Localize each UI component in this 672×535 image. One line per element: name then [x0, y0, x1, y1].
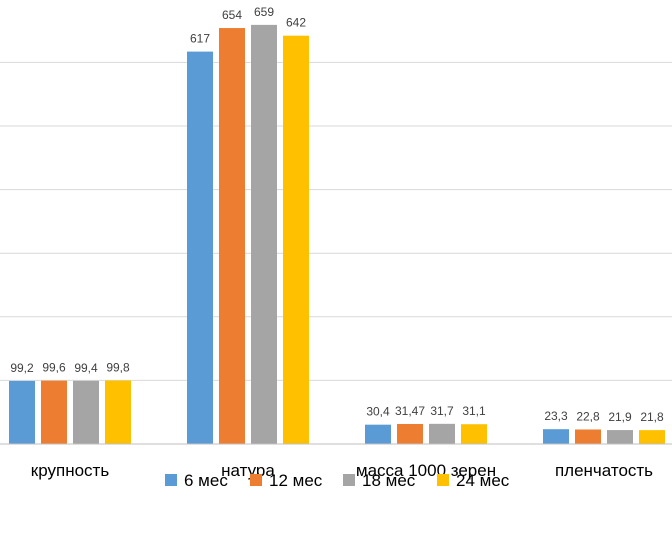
bar — [639, 430, 665, 444]
legend-swatch — [250, 474, 262, 486]
bar — [9, 380, 35, 444]
data-label: 31,47 — [395, 404, 425, 418]
bar — [607, 430, 633, 444]
bar — [187, 51, 213, 444]
data-label: 21,9 — [608, 410, 632, 424]
data-label: 23,3 — [544, 409, 568, 423]
bar — [283, 35, 309, 445]
data-label: 22,8 — [576, 409, 600, 423]
data-label: 642 — [286, 16, 306, 30]
legend-label: 6 мес — [184, 471, 228, 490]
bar — [365, 424, 391, 444]
bar — [219, 28, 245, 444]
gridlines — [0, 61, 672, 381]
category-label: масса 1000 зерен — [356, 461, 496, 480]
legend-swatch — [343, 474, 355, 486]
data-label: 617 — [190, 32, 210, 46]
data-label: 99,6 — [42, 361, 66, 375]
bar — [397, 423, 423, 444]
bar — [543, 429, 569, 444]
category-label: крупность — [31, 461, 110, 480]
data-label: 99,8 — [106, 361, 130, 375]
bar — [41, 380, 67, 444]
category-labels: крупность натура масса 1000 зерен пленчатос… — [31, 461, 653, 480]
data-label: 659 — [254, 5, 274, 19]
legend: 6 мес 12 мес 18 мес 24 мес — [165, 471, 510, 490]
legend-swatch — [437, 474, 449, 486]
category-label: натура — [221, 461, 275, 480]
bar — [461, 424, 487, 444]
category-label: пленчатость — [555, 461, 653, 480]
bar — [429, 423, 455, 444]
bar — [73, 380, 99, 444]
legend-label: 24 мес — [456, 471, 510, 490]
bar — [105, 380, 131, 444]
data-label: 30,4 — [366, 405, 390, 419]
legend-swatch — [165, 474, 177, 486]
legend-label: 12 мес — [269, 471, 323, 490]
bar — [575, 429, 601, 444]
data-label: 99,2 — [10, 361, 34, 375]
data-label: 99,4 — [74, 361, 98, 375]
data-labels: 99,2 99,6 99,4 99,8 617 654 659 642 30,4 31,47 31,… — [10, 5, 664, 424]
data-label: 31,1 — [462, 404, 486, 418]
data-label: 21,8 — [640, 410, 664, 424]
bars — [9, 24, 665, 445]
legend-label: 18 мес — [362, 471, 416, 490]
data-label: 31,7 — [430, 404, 454, 418]
data-label: 654 — [222, 8, 242, 22]
bar — [251, 24, 277, 444]
